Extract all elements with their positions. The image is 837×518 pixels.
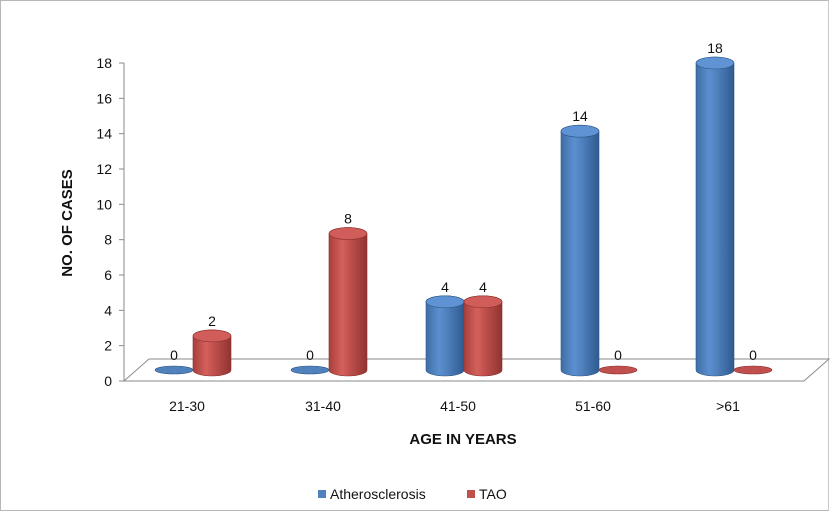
y-tick-label: 8 xyxy=(104,232,112,248)
data-label: 4 xyxy=(479,279,487,295)
legend-swatch-atherosclerosis xyxy=(318,490,326,498)
y-tick-label: 0 xyxy=(104,373,112,389)
bar-tao-21-30: 2 xyxy=(192,313,232,377)
data-label: 8 xyxy=(344,211,352,227)
bar-tao-41-50: 4 xyxy=(463,279,503,377)
data-label: 0 xyxy=(614,347,622,363)
data-label: 18 xyxy=(707,40,723,56)
x-tick-label: 41-50 xyxy=(440,398,476,414)
bar-atherosclerosis->61: 18 xyxy=(695,40,735,377)
bar-top xyxy=(328,227,368,240)
bar-top xyxy=(695,56,735,70)
y-tick-label: 14 xyxy=(96,126,112,142)
bar-top xyxy=(192,329,232,343)
x-tick-label: >61 xyxy=(716,398,740,414)
bar-atherosclerosis-51-60: 14 xyxy=(560,108,600,377)
x-tick-label: 31-40 xyxy=(305,398,341,414)
bar-body xyxy=(560,124,600,377)
y-tick-label: 16 xyxy=(96,90,112,106)
data-label: 0 xyxy=(170,347,178,363)
data-label: 4 xyxy=(441,279,449,295)
legend-swatch-tao xyxy=(467,490,475,498)
x-tick-label: 21-30 xyxy=(169,398,205,414)
bar-top xyxy=(560,124,600,138)
bar-tao-31-40: 8 xyxy=(328,211,368,377)
bar-base-zero xyxy=(290,365,330,375)
bar-top xyxy=(463,295,503,309)
legend-label-atherosclerosis: Atherosclerosis xyxy=(330,486,426,502)
bar-base-zero xyxy=(154,365,194,375)
y-tick-label: 10 xyxy=(96,196,112,212)
bar-body xyxy=(695,56,735,377)
bar-tao-51-60: 0 xyxy=(598,347,638,375)
y-tick-label: 2 xyxy=(104,338,112,354)
y-tick-label: 12 xyxy=(96,161,112,177)
bars-group: 0 0 4 14 18 2 8 4 0 0 xyxy=(154,40,773,377)
bar-body xyxy=(328,227,368,377)
y-ticks: 0 2 4 6 8 10 12 14 16 18 xyxy=(96,55,124,389)
bar-base-zero xyxy=(598,365,638,375)
y-tick-label: 4 xyxy=(104,302,112,318)
y-axis-title: NO. OF CASES xyxy=(59,169,76,277)
x-tick-label: 51-60 xyxy=(575,398,611,414)
chart-frame xyxy=(0,0,829,511)
data-label: 14 xyxy=(572,108,588,124)
bar-tao->61: 0 xyxy=(733,347,773,375)
y-tick-label: 6 xyxy=(104,267,112,283)
data-label: 0 xyxy=(749,347,757,363)
legend-label-tao: TAO xyxy=(479,486,507,502)
legend: Atherosclerosis TAO xyxy=(318,486,507,502)
bar-atherosclerosis-41-50: 4 xyxy=(425,279,465,377)
bar-base-zero xyxy=(733,365,773,375)
x-ticks: 21-30 31-40 41-50 51-60 >61 xyxy=(169,398,740,414)
data-label: 2 xyxy=(208,313,216,329)
y-tick-label: 18 xyxy=(96,55,112,71)
bar-top xyxy=(425,295,465,309)
x-axis-title: AGE IN YEARS xyxy=(409,431,516,448)
data-label: 0 xyxy=(306,347,314,363)
